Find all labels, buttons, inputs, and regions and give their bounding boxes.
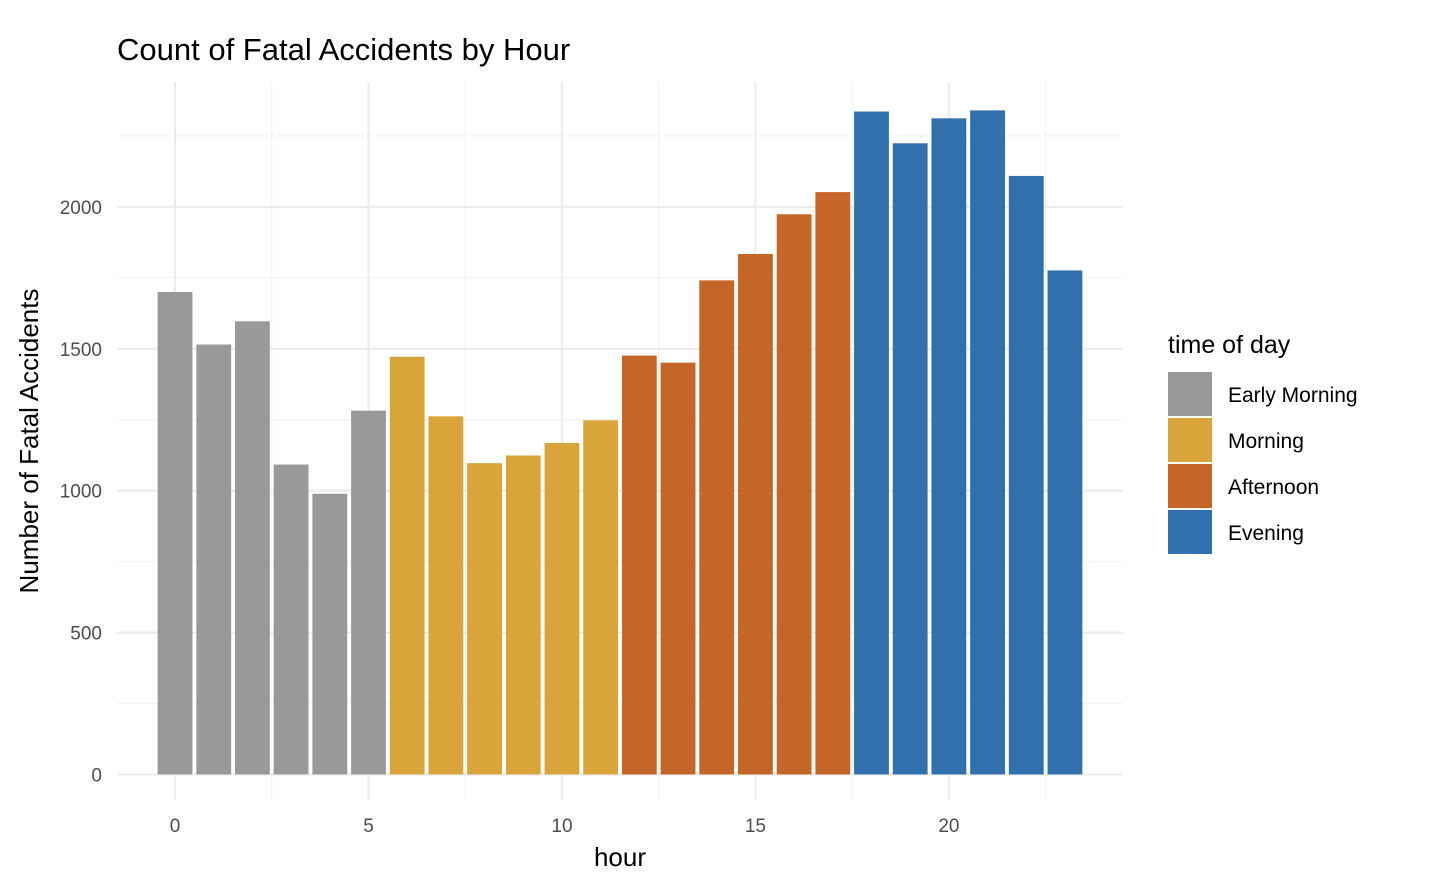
bar-hour-9 xyxy=(505,455,541,775)
x-tick-labels: 0 5 10 15 20 xyxy=(170,816,960,837)
legend-label: Afternoon xyxy=(1228,476,1319,499)
bar-hour-2 xyxy=(235,321,270,775)
y-tick-label: 500 xyxy=(70,624,102,645)
y-axis-title: Number of Fatal Accidents xyxy=(14,289,44,594)
legend-entries: Early Morning Morning Afternoon Evening xyxy=(1168,372,1358,554)
bar-hour-16 xyxy=(776,214,812,775)
bar-hour-12 xyxy=(621,355,657,775)
bar-hour-13 xyxy=(660,362,696,775)
bar-hour-0 xyxy=(157,292,193,775)
legend-title: time of day xyxy=(1168,331,1291,359)
bar-hour-5 xyxy=(351,410,386,775)
bar-hour-15 xyxy=(738,253,773,775)
bar-hour-19 xyxy=(892,143,928,775)
bars xyxy=(157,110,1083,775)
bar-hour-21 xyxy=(970,110,1005,775)
chart-title: Count of Fatal Accidents by Hour xyxy=(117,32,570,67)
y-tick-labels: 0 500 1000 1500 2000 xyxy=(60,198,102,787)
y-tick-label: 0 xyxy=(91,765,102,786)
legend-label: Early Morning xyxy=(1228,384,1358,407)
x-tick-label: 20 xyxy=(938,816,959,837)
bar-hour-4 xyxy=(312,493,348,775)
bar-hour-8 xyxy=(467,463,502,775)
bar-hour-20 xyxy=(931,118,967,775)
bar-hour-17 xyxy=(815,192,851,775)
legend: time of day Early Morning Morning Afternoo… xyxy=(1168,331,1358,554)
bar-hour-23 xyxy=(1047,270,1083,775)
x-tick-label: 0 xyxy=(170,816,181,837)
bar-hour-3 xyxy=(273,464,309,775)
legend-label: Evening xyxy=(1228,522,1304,545)
bar-hour-1 xyxy=(196,344,232,775)
legend-swatch xyxy=(1168,510,1212,554)
bar-hour-10 xyxy=(544,442,580,775)
x-tick-label: 15 xyxy=(745,816,766,837)
legend-swatch xyxy=(1168,372,1212,416)
legend-swatch xyxy=(1168,418,1212,462)
x-tick-label: 5 xyxy=(363,816,374,837)
y-tick-label: 1500 xyxy=(60,340,102,361)
legend-swatch xyxy=(1168,464,1212,508)
bar-hour-7 xyxy=(428,416,464,775)
bar-hour-11 xyxy=(583,420,619,775)
bar-hour-18 xyxy=(854,111,889,775)
x-axis-title: hour xyxy=(594,842,646,872)
bar-hour-14 xyxy=(699,280,735,775)
legend-label: Morning xyxy=(1228,430,1304,453)
y-tick-label: 2000 xyxy=(60,198,102,219)
x-tick-label: 10 xyxy=(551,816,572,837)
bar-hour-6 xyxy=(389,356,425,775)
bar-hour-22 xyxy=(1008,175,1044,775)
y-tick-label: 1000 xyxy=(60,482,102,503)
